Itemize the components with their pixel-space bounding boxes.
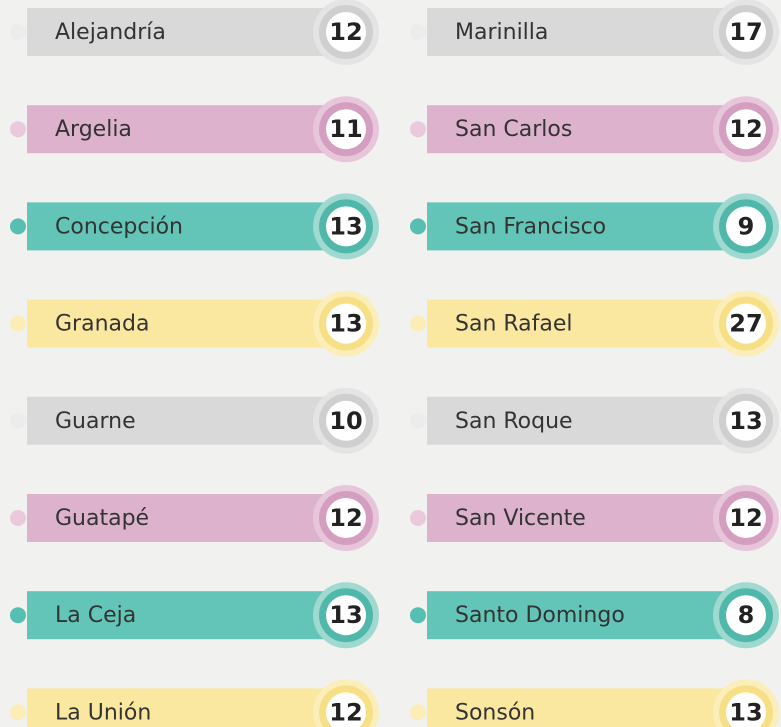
item-name: San Roque [455, 409, 573, 434]
item-name: Santo Domingo [455, 603, 625, 628]
list-item: San Rafael 27 [410, 290, 779, 357]
count-face [326, 206, 366, 247]
item-dot [410, 121, 426, 138]
item-dot [10, 510, 26, 526]
item-name: San Rafael [455, 312, 573, 337]
item-dot [410, 412, 426, 429]
list-item: San Vicente 12 [410, 485, 779, 551]
list-item: San Francisco 9 [410, 193, 779, 260]
list-item: San Carlos 12 [410, 96, 779, 163]
count-face [326, 109, 366, 150]
count-face [326, 595, 366, 636]
item-bar [27, 688, 352, 727]
list-item: Sonsón 13 [410, 679, 779, 727]
item-count: 13 [729, 407, 762, 435]
item-name: Guatapé [55, 506, 149, 531]
list-item: Guarne 10 [10, 387, 379, 454]
list-item: Alejandría 12 [10, 0, 379, 65]
item-bar [427, 494, 752, 542]
item-name: Argelia [55, 117, 132, 142]
item-dot [10, 24, 26, 40]
item-bar [27, 105, 352, 154]
list-item: Concepción 13 [10, 193, 379, 260]
item-name: Alejandría [55, 20, 166, 45]
item-count: 12 [729, 115, 762, 143]
item-dot [10, 315, 26, 332]
item-count: 11 [329, 115, 362, 143]
item-name: Concepción [55, 214, 183, 239]
item-bar [427, 105, 752, 154]
count-face [726, 12, 766, 52]
item-dot [10, 704, 26, 721]
count-face [726, 692, 766, 727]
item-count: 12 [329, 698, 362, 726]
count-face [726, 400, 766, 441]
item-dot [410, 704, 426, 721]
item-bar [427, 591, 752, 640]
item-bar [427, 688, 752, 727]
list-item: La Ceja 13 [10, 582, 379, 649]
item-count: 12 [729, 504, 762, 532]
item-count: 17 [729, 18, 762, 46]
list-item: La Unión 12 [10, 679, 379, 727]
item-count: 13 [329, 601, 362, 629]
item-dot [10, 121, 26, 138]
item-name: San Carlos [455, 117, 572, 142]
item-bar [27, 8, 352, 56]
item-bar [427, 396, 752, 445]
item-dot [10, 607, 26, 624]
count-face [326, 12, 366, 52]
item-bar [427, 299, 752, 348]
count-face [726, 303, 766, 344]
item-count: 13 [329, 212, 362, 240]
count-face [726, 109, 766, 150]
item-bar [427, 202, 752, 251]
item-name: Granada [55, 312, 149, 337]
list-item: Argelia 11 [10, 96, 379, 163]
item-name: San Vicente [455, 506, 586, 531]
item-count: 27 [729, 310, 762, 338]
list-item: Santo Domingo 8 [410, 582, 779, 649]
item-dot [410, 24, 426, 40]
item-bar [27, 202, 352, 251]
item-dot [410, 218, 426, 235]
count-face [726, 206, 766, 247]
item-bar [27, 396, 352, 445]
list-item: Marinilla 17 [410, 0, 779, 65]
item-count: 12 [329, 504, 362, 532]
item-dot [410, 315, 426, 332]
item-name: La Ceja [55, 603, 136, 628]
item-name: San Francisco [455, 214, 606, 239]
count-face [726, 498, 766, 538]
item-count: 10 [329, 407, 362, 435]
item-name: La Unión [55, 700, 151, 725]
item-count: 12 [329, 18, 362, 46]
item-dot [410, 607, 426, 624]
item-count: 13 [329, 310, 362, 338]
item-bar [27, 591, 352, 640]
item-name: Guarne [55, 409, 136, 434]
count-face [326, 303, 366, 344]
item-dot [410, 510, 426, 526]
list-item: San Roque 13 [410, 387, 779, 454]
list-item: Granada 13 [10, 290, 379, 357]
item-name: Sonsón [455, 700, 535, 725]
list-item: Guatapé 12 [10, 485, 379, 551]
item-bar [27, 299, 352, 348]
item-dot [10, 412, 26, 429]
item-bar [27, 494, 352, 542]
count-face [326, 498, 366, 538]
item-count: 8 [738, 601, 755, 629]
count-face [726, 595, 766, 636]
item-bar [427, 8, 752, 56]
count-face [326, 400, 366, 441]
count-face [326, 692, 366, 727]
item-count: 13 [729, 698, 762, 726]
item-count: 9 [738, 212, 755, 240]
item-dot [10, 218, 26, 235]
item-name: Marinilla [455, 20, 548, 45]
